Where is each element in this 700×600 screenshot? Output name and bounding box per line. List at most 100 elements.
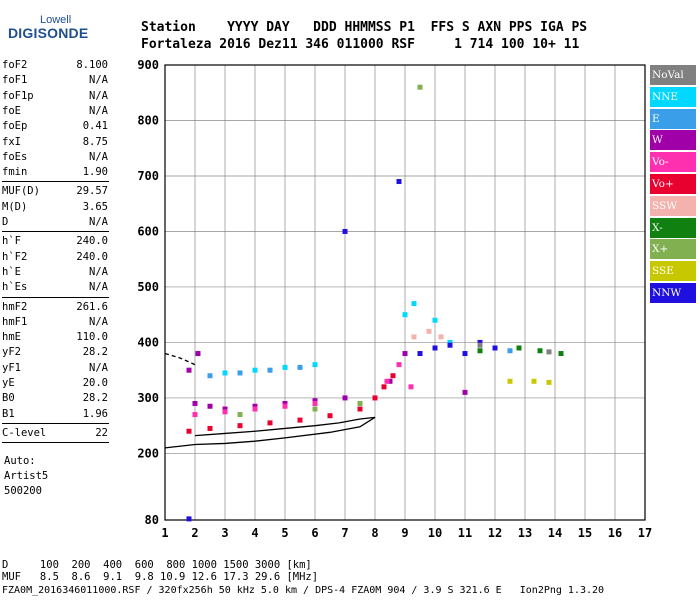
param-row: MUF(D) 29.57 <box>2 184 108 198</box>
x-tick-label: 12 <box>488 526 502 540</box>
param-name: M(D) <box>2 200 28 213</box>
point-e <box>507 348 513 354</box>
param-separator <box>2 442 109 444</box>
param-name: D <box>2 216 9 228</box>
param-name: yE <box>2 377 15 389</box>
point-vo <box>207 425 213 431</box>
param-value: N/A <box>89 89 108 102</box>
param-name: B1 <box>2 407 15 420</box>
param-value: 8.75 <box>82 135 108 148</box>
param-row: foF1p N/A <box>2 89 108 103</box>
param-row: foEp 0.41 <box>2 119 108 133</box>
point-sse <box>507 378 513 384</box>
param-name: hmE <box>2 331 21 344</box>
x-tick-label: 15 <box>578 526 592 540</box>
param-row: hmF2 261.6 <box>2 300 108 314</box>
auto-label: Auto: <box>4 455 36 468</box>
param-value: N/A <box>89 315 108 328</box>
logo-lowell: Lowell <box>40 14 72 26</box>
point-nne <box>252 367 258 373</box>
param-value: N/A <box>89 150 108 163</box>
point-nnw <box>447 342 453 348</box>
point-noval <box>477 342 483 348</box>
param-name: hmF2 <box>2 300 28 313</box>
point-w <box>402 351 408 357</box>
param-value: 29.57 <box>76 185 108 198</box>
point-e <box>237 370 243 376</box>
point-w <box>222 406 228 412</box>
param-value: N/A <box>89 74 108 87</box>
point-nne <box>312 362 318 368</box>
x-tick-label: 3 <box>221 526 228 540</box>
x-tick-label: 1 <box>161 526 168 540</box>
point-x <box>417 84 423 90</box>
logo-digisonde: DIGISONDE <box>8 25 89 41</box>
param-row: B1 1.96 <box>2 407 108 421</box>
plot-frame <box>164 64 646 521</box>
point-e <box>267 367 273 373</box>
param-name: h`Es <box>2 281 28 294</box>
legend-item-vo: Vo+ <box>650 173 696 194</box>
param-name: h`F <box>2 235 21 248</box>
y-tick-label: 700 <box>137 169 159 183</box>
param-row: h`F 240.0 <box>2 234 108 248</box>
param-name: foEs <box>2 150 28 163</box>
param-row: B0 28.2 <box>2 391 108 405</box>
param-row: fmin 1.90 <box>2 165 108 179</box>
param-value: 20.0 <box>82 377 108 389</box>
point-vo <box>372 395 378 401</box>
point-w <box>192 400 198 406</box>
legend-item-w: W <box>650 130 696 151</box>
x-tick-label: 14 <box>548 526 562 540</box>
point-nne <box>411 301 417 307</box>
x-tick-label: 16 <box>608 526 622 540</box>
param-row: M(D) 3.65 <box>2 200 108 214</box>
x-tick-label: 7 <box>341 526 348 540</box>
param-separator <box>2 422 109 424</box>
point-vo <box>327 413 333 419</box>
param-value: 0.41 <box>82 120 108 133</box>
param-row: h`E N/A <box>2 265 108 279</box>
param-name: h`F2 <box>2 250 28 263</box>
param-value: N/A <box>89 104 108 117</box>
point-vo <box>297 417 303 423</box>
y-tick-label: 300 <box>137 391 159 405</box>
legend: NoVal NNE E W Vo- Vo+ SSW X- X+ SSE NNW <box>650 65 696 305</box>
point-sse <box>546 379 552 385</box>
param-row: h`Es N/A <box>2 280 108 294</box>
param-value: N/A <box>89 216 108 228</box>
param-value: 240.0 <box>76 235 108 248</box>
param-separator <box>2 231 109 233</box>
param-value: N/A <box>89 281 108 294</box>
point-x <box>516 345 522 351</box>
file-info: FZA0M_2016346011000.RSF / 320fx256h 50 k… <box>2 585 605 596</box>
header-values: Fortaleza 2016 Dez11 346 011000 RSF 1 71… <box>141 37 580 52</box>
legend-item-e: E <box>650 108 696 129</box>
param-name: MUF(D) <box>2 185 40 198</box>
point-e <box>297 364 303 370</box>
param-row: yF2 28.2 <box>2 345 108 359</box>
point-vo <box>396 362 402 368</box>
legend-item-nne: NNE <box>650 86 696 107</box>
param-row: hmF1 N/A <box>2 315 108 329</box>
param-value: 110.0 <box>76 331 108 344</box>
point-nnw <box>492 345 498 351</box>
y-tick-label: 400 <box>137 335 159 349</box>
auto-name: Artist5 <box>4 470 49 483</box>
x-tick-label: 5 <box>281 526 288 540</box>
point-nne <box>447 339 453 345</box>
point-vo <box>408 384 414 390</box>
x-tick-label: 8 <box>371 526 378 540</box>
param-row: D N/A <box>2 215 108 229</box>
point-vo <box>384 378 390 384</box>
y-tick-label: 800 <box>137 113 159 127</box>
param-row: hmE 110.0 <box>2 330 108 344</box>
param-value: 1.90 <box>82 166 108 179</box>
param-name: yF2 <box>2 346 21 359</box>
x-tick-label: 13 <box>518 526 532 540</box>
y-tick-label: 500 <box>137 280 159 294</box>
point-vo <box>390 373 396 379</box>
x-tick-label: 4 <box>251 526 258 540</box>
point-x <box>558 351 564 357</box>
